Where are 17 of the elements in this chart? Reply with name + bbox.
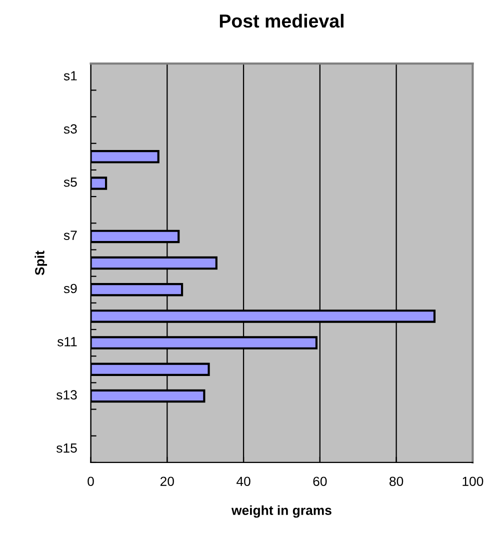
y-tick-label: s7 bbox=[64, 230, 77, 240]
y-tick-label: s3 bbox=[64, 124, 77, 134]
x-axis-title: weight in grams bbox=[231, 505, 332, 518]
y-tick-label: s11 bbox=[57, 337, 77, 346]
x-tick-label: 60 bbox=[313, 476, 327, 486]
y-axis-title: Spit bbox=[34, 250, 48, 276]
x-tick-label: 40 bbox=[236, 476, 250, 486]
y-tick-label: s15 bbox=[56, 444, 77, 453]
chart-title: Post medieval bbox=[220, 14, 344, 28]
y-tick-label: s13 bbox=[56, 390, 77, 400]
x-tick-label: 0 bbox=[88, 476, 94, 486]
y-tick-label: s5 bbox=[64, 178, 77, 187]
x-tick-label: 80 bbox=[390, 476, 404, 486]
x-tick-label: 20 bbox=[160, 476, 174, 486]
y-tick-label: s9 bbox=[64, 284, 77, 294]
y-tick-label: s1 bbox=[64, 71, 77, 80]
x-tick-label: 100 bbox=[462, 476, 484, 486]
